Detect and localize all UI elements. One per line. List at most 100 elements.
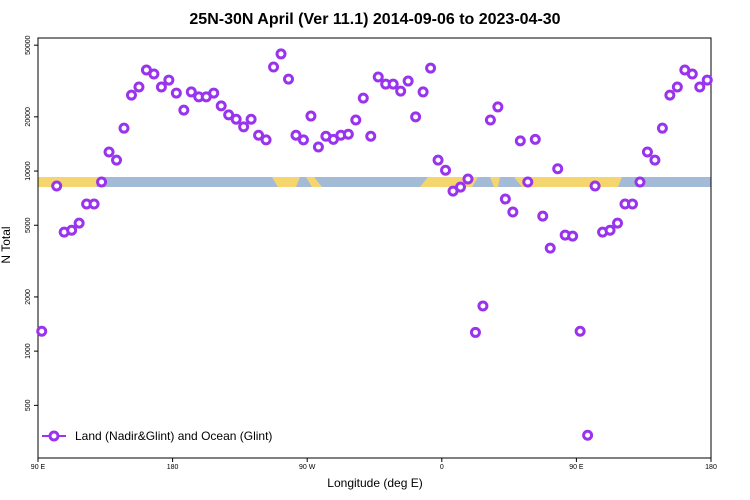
data-point (73, 217, 85, 229)
data-point (185, 86, 197, 98)
data-point (297, 134, 309, 146)
data-point (88, 198, 100, 210)
land-patch (306, 177, 322, 187)
data-point (582, 429, 594, 441)
data-point (51, 180, 63, 192)
y-tick-label: 2000 (25, 289, 32, 305)
data-point (178, 104, 190, 116)
x-tick-label: 0 (440, 464, 444, 471)
data-point (223, 109, 235, 121)
data-point (245, 113, 257, 125)
data-point (469, 326, 481, 338)
y-axis-label: N Total (0, 226, 13, 263)
data-point (357, 92, 369, 104)
legend: Land (Nadir&Glint) and Ocean (Glint) (42, 429, 272, 443)
data-point (133, 81, 145, 93)
data-point (656, 122, 668, 134)
chart-title: 25N-30N April (Ver 11.1) 2014-09-06 to 2… (189, 11, 560, 28)
legend-marker (48, 430, 60, 442)
data-point (208, 87, 220, 99)
data-point (275, 48, 287, 60)
data-point (626, 198, 638, 210)
plot-frame (37, 37, 712, 459)
data-point (238, 121, 250, 133)
data-point (574, 325, 586, 337)
data-point (148, 68, 160, 80)
y-tick-label: 10000 (25, 161, 32, 181)
data-point (312, 141, 324, 153)
y-tick-label: 50000 (25, 35, 32, 55)
data-point (342, 128, 354, 140)
data-point (552, 163, 564, 175)
data-point (365, 130, 377, 142)
data-point (96, 176, 108, 188)
data-point (604, 224, 616, 236)
data-point (499, 193, 511, 205)
x-axis-label: Longitude (deg E) (327, 476, 422, 490)
data-point (215, 100, 227, 112)
data-point (454, 181, 466, 193)
data-point (634, 176, 646, 188)
data-point (529, 133, 541, 145)
data-point (305, 110, 317, 122)
data-point (671, 81, 683, 93)
data-point (253, 129, 265, 141)
data-point (425, 62, 437, 74)
data-point (492, 101, 504, 113)
data-point (268, 61, 280, 73)
data-point (462, 173, 474, 185)
data-point (537, 210, 549, 222)
y-tick-label: 5000 (25, 217, 32, 233)
y-tick-label: 500 (25, 399, 32, 411)
data-point (417, 86, 429, 98)
data-point (522, 176, 534, 188)
data-point (701, 74, 713, 86)
land-patch (272, 177, 300, 187)
data-point (484, 114, 496, 126)
data-point (66, 224, 78, 236)
x-tick-label: 90 W (299, 464, 316, 471)
data-point (567, 230, 579, 242)
x-tick-label: 180 (705, 464, 717, 471)
y-tick-label: 20000 (25, 107, 32, 127)
ocean-band (38, 177, 711, 187)
data-point (507, 206, 519, 218)
data-point (170, 87, 182, 99)
data-point (432, 154, 444, 166)
x-tick-label: 180 (167, 464, 179, 471)
data-point (290, 129, 302, 141)
data-point (230, 113, 242, 125)
data-point (36, 325, 48, 337)
data-point (686, 68, 698, 80)
data-point (514, 135, 526, 147)
data-point (440, 164, 452, 176)
data-point (283, 73, 295, 85)
data-point (125, 89, 137, 101)
data-point (649, 154, 661, 166)
data-point (118, 122, 130, 134)
data-point (694, 81, 706, 93)
data-point (163, 74, 175, 86)
data-point (387, 78, 399, 90)
data-point (402, 75, 414, 87)
data-point (589, 180, 601, 192)
data-point (664, 89, 676, 101)
data-point (477, 300, 489, 312)
data-point (155, 81, 167, 93)
data-point (410, 111, 422, 123)
land-patch (490, 177, 500, 187)
y-tick-label: 1000 (25, 343, 32, 359)
land-patch (38, 177, 100, 187)
data-point (641, 146, 653, 158)
data-point (395, 85, 407, 97)
data-point (350, 114, 362, 126)
land-ocean-band (38, 177, 711, 187)
data-point (372, 71, 384, 83)
data-point (612, 217, 624, 229)
legend-label: Land (Nadir&Glint) and Ocean (Glint) (75, 429, 272, 443)
data-point (103, 146, 115, 158)
data-point (111, 154, 123, 166)
data-point (260, 134, 272, 146)
data-point (544, 242, 556, 254)
